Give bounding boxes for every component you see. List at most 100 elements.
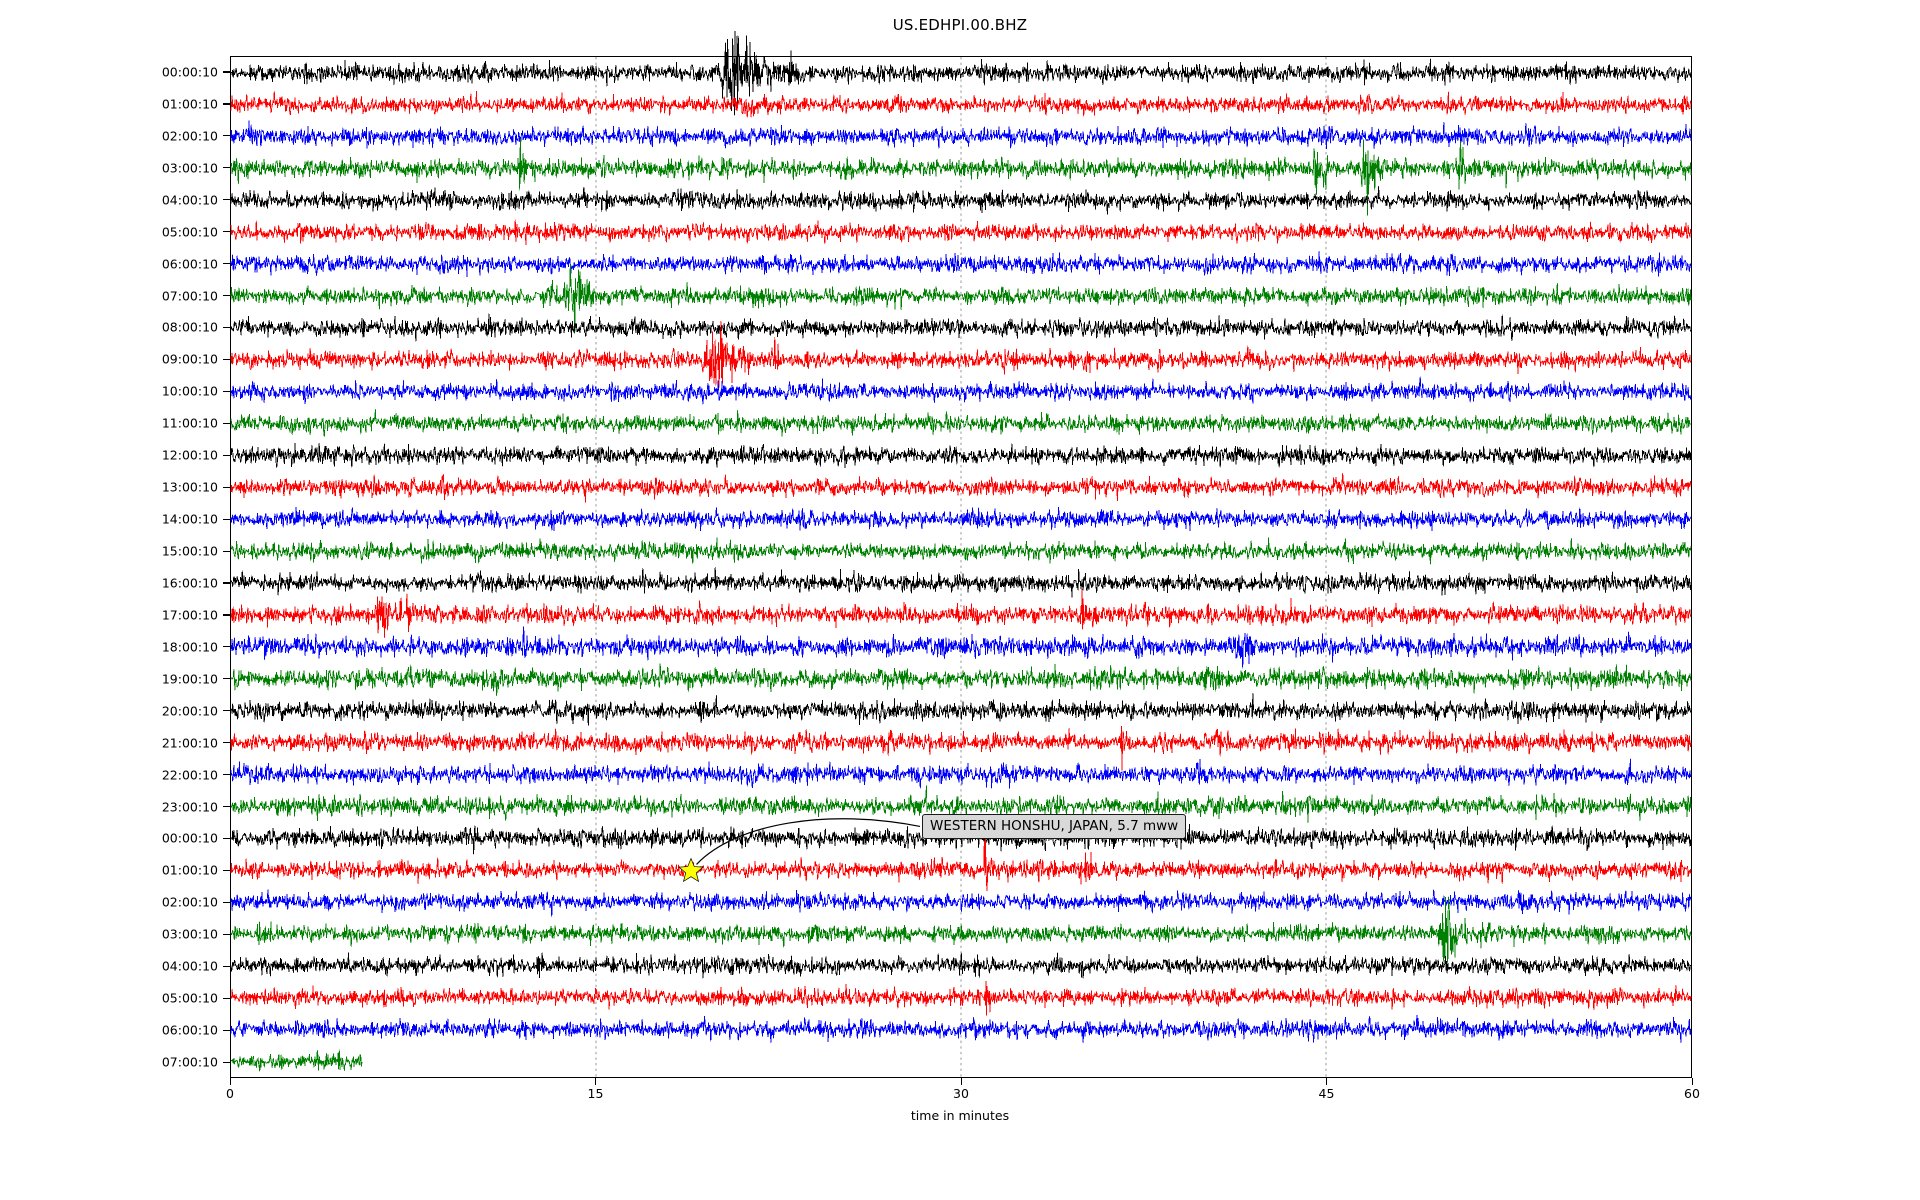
waveform-trace bbox=[230, 626, 1692, 669]
y-tick-label: 18:00:10 bbox=[161, 639, 218, 655]
y-tick-label: 22:00:10 bbox=[161, 767, 218, 783]
waveform-canvas bbox=[230, 30, 1692, 1077]
y-tick-mark bbox=[223, 422, 230, 424]
waveform-trace bbox=[230, 889, 1692, 918]
y-tick-label: 00:00:10 bbox=[161, 64, 218, 80]
y-tick-label: 01:00:10 bbox=[161, 862, 218, 878]
y-tick-mark bbox=[223, 486, 230, 488]
event-star-icon bbox=[677, 857, 704, 887]
y-tick-mark bbox=[223, 454, 230, 456]
y-tick-mark bbox=[223, 295, 230, 297]
y-tick-label: 10:00:10 bbox=[161, 383, 218, 399]
waveform-trace bbox=[230, 409, 1692, 438]
waveform-trace bbox=[230, 588, 1692, 638]
waveform-trace bbox=[230, 442, 1692, 469]
y-tick-mark bbox=[223, 135, 230, 137]
y-tick-mark bbox=[223, 199, 230, 201]
page-title: US.EDHPI.00.BHZ bbox=[892, 16, 1028, 34]
plot-axes bbox=[230, 30, 1692, 1078]
annotation-label: WESTERN HONSHU, JAPAN, 5.7 mww bbox=[922, 814, 1187, 840]
y-tick-mark bbox=[223, 710, 230, 712]
waveform-trace bbox=[230, 376, 1692, 405]
y-tick-mark bbox=[223, 390, 230, 392]
y-tick-label: 02:00:10 bbox=[161, 128, 218, 144]
waveform-trace bbox=[230, 120, 1692, 149]
y-tick-mark bbox=[223, 518, 230, 520]
waveform-trace bbox=[230, 472, 1692, 503]
y-tick-mark bbox=[223, 326, 230, 329]
y-tick-label: 03:00:10 bbox=[161, 926, 218, 942]
y-tick-mark bbox=[223, 869, 230, 871]
waveform-trace bbox=[230, 90, 1692, 118]
y-tick-mark bbox=[223, 1029, 230, 1031]
x-tick-mark bbox=[1691, 1078, 1693, 1085]
y-tick-mark bbox=[223, 806, 230, 808]
y-tick-mark bbox=[223, 678, 230, 680]
x-tick-mark bbox=[1326, 1078, 1328, 1085]
y-tick-label: 05:00:10 bbox=[161, 990, 218, 1006]
y-tick-label: 01:00:10 bbox=[161, 96, 218, 112]
y-tick-mark bbox=[223, 901, 230, 903]
waveform-trace bbox=[230, 693, 1692, 727]
y-tick-mark bbox=[223, 742, 230, 744]
y-tick-label: 21:00:10 bbox=[161, 735, 218, 751]
y-tick-label: 06:00:10 bbox=[161, 256, 218, 272]
y-tick-label: 15:00:10 bbox=[161, 543, 218, 559]
waveform-trace bbox=[230, 566, 1692, 598]
waveform-trace bbox=[230, 1049, 363, 1072]
waveform-trace bbox=[230, 321, 1692, 388]
x-tick-mark bbox=[960, 1078, 962, 1085]
x-axis-label: time in minutes bbox=[910, 1108, 1010, 1123]
star-icon bbox=[677, 857, 704, 883]
waveform-trace bbox=[230, 952, 1692, 979]
y-tick-label: 04:00:10 bbox=[161, 192, 218, 208]
waveform-trace bbox=[230, 263, 1692, 334]
x-tick-label: 0 bbox=[226, 1086, 234, 1101]
y-tick-mark bbox=[223, 358, 230, 360]
y-tick-mark bbox=[223, 231, 230, 233]
y-tick-mark bbox=[223, 71, 230, 73]
y-tick-mark bbox=[223, 167, 230, 169]
waveform-trace bbox=[230, 186, 1692, 215]
y-tick-label: 06:00:10 bbox=[161, 1022, 218, 1038]
y-tick-label: 17:00:10 bbox=[161, 607, 218, 623]
y-tick-label: 11:00:10 bbox=[161, 415, 218, 431]
waveform-trace bbox=[230, 138, 1692, 216]
waveform-trace bbox=[230, 980, 1692, 1016]
y-tick-mark bbox=[223, 103, 230, 105]
y-tick-label: 13:00:10 bbox=[161, 479, 218, 495]
y-tick-label: 04:00:10 bbox=[161, 958, 218, 974]
y-tick-label: 05:00:10 bbox=[161, 224, 218, 240]
waveform-trace bbox=[230, 537, 1692, 565]
waveform-trace bbox=[230, 219, 1692, 245]
y-tick-mark bbox=[223, 774, 230, 776]
waveform-trace bbox=[230, 251, 1692, 277]
waveform-trace bbox=[230, 838, 1692, 892]
x-tick-label: 30 bbox=[953, 1086, 969, 1101]
y-tick-mark bbox=[223, 837, 230, 840]
waveform-trace bbox=[230, 725, 1692, 771]
waveform-trace bbox=[230, 663, 1692, 697]
y-tick-mark bbox=[223, 933, 230, 935]
waveform-trace bbox=[230, 506, 1692, 532]
y-tick-label: 00:00:10 bbox=[161, 830, 218, 846]
y-tick-label: 07:00:10 bbox=[161, 1054, 218, 1070]
waveform-trace bbox=[230, 896, 1692, 965]
y-tick-label: 20:00:10 bbox=[161, 703, 218, 719]
waveform-trace bbox=[230, 30, 1692, 116]
y-tick-mark bbox=[223, 997, 230, 999]
y-tick-mark bbox=[223, 550, 230, 552]
y-tick-mark bbox=[223, 582, 230, 584]
waveform-trace bbox=[230, 1014, 1692, 1043]
y-tick-label: 09:00:10 bbox=[161, 351, 218, 367]
y-tick-label: 19:00:10 bbox=[161, 671, 218, 687]
y-tick-mark bbox=[223, 263, 230, 265]
waveform-trace bbox=[230, 313, 1692, 342]
x-tick-mark bbox=[595, 1078, 597, 1085]
y-tick-mark bbox=[223, 965, 230, 967]
y-tick-label: 14:00:10 bbox=[161, 511, 218, 527]
waveform-trace bbox=[230, 758, 1692, 789]
y-tick-label: 07:00:10 bbox=[161, 288, 218, 304]
y-tick-mark bbox=[223, 1061, 230, 1063]
y-tick-label: 08:00:10 bbox=[161, 319, 218, 335]
